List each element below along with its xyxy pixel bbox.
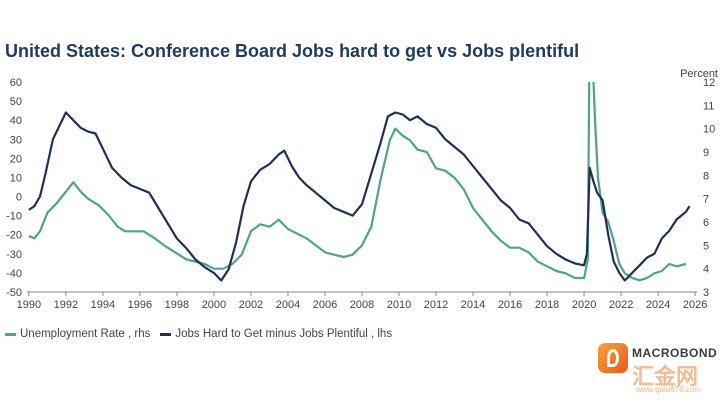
x-tick-label: 2016 (498, 299, 522, 311)
x-tick-label: 2012 (424, 299, 448, 311)
legend-label-unemployment: Unemployment Rate , rhs (20, 328, 151, 340)
right-tick-label: 11 (703, 100, 714, 112)
right-tick-label: 9 (703, 147, 709, 159)
logo-url-text: www.gold678.com (636, 385, 701, 394)
legend-item-jobs-hard: Jobs Hard to Get minus Jobs Plentiful , … (160, 328, 392, 340)
right-axis-title: Percent (680, 68, 718, 80)
series-line-jobs-hard-minus-plentiful (28, 111, 691, 282)
right-tick-label: 4 (703, 264, 709, 276)
x-tick-label: 2002 (239, 299, 263, 311)
legend-swatch-unemployment (5, 332, 16, 336)
left-tick-label: 40 (10, 115, 22, 127)
x-tick-label: 2008 (350, 299, 374, 311)
left-tick-label: 60 (10, 77, 22, 89)
legend-swatch-jobs-hard (160, 332, 172, 336)
x-tick-label: 1996 (128, 299, 152, 311)
x-tick-label: 1990 (17, 299, 41, 311)
x-tick-label: 1998 (165, 299, 189, 311)
left-tick-label: -20 (6, 230, 22, 242)
left-tick-label: 30 (10, 134, 22, 146)
x-tick-label: 1992 (54, 299, 78, 311)
x-tick-label: 2026 (683, 299, 707, 311)
x-tick-label: 2022 (609, 299, 633, 311)
x-tick-label: 1994 (91, 299, 115, 311)
left-tick-label: 50 (10, 96, 22, 108)
left-tick-label: -30 (6, 249, 22, 261)
x-tick-label: 2006 (313, 299, 337, 311)
legend-label-jobs-hard: Jobs Hard to Get minus Jobs Plentiful , … (175, 328, 393, 340)
x-tick-label: 2010 (387, 299, 411, 311)
x-tick-label: 2004 (276, 299, 300, 311)
watermark-logo: MACROBOND 汇金网 www.gold678.com (596, 341, 718, 399)
left-tick-label: -40 (6, 268, 22, 280)
logo-badge-icon (598, 343, 628, 373)
x-tick-label: 2020 (572, 299, 596, 311)
legend: Unemployment Rate , rhs Jobs Hard to Get… (5, 328, 402, 340)
logo-chinese-text: 汇金网 (632, 364, 699, 389)
right-tick-label: 6 (703, 217, 709, 229)
right-tick-label: 8 (703, 170, 709, 182)
left-tick-label: 10 (10, 172, 22, 184)
right-tick-label: 3 (703, 287, 709, 299)
chart-title: United States: Conference Board Jobs har… (5, 41, 580, 61)
x-tick-label: 2018 (535, 299, 559, 311)
x-tick-label: 2000 (202, 299, 226, 311)
logo-text: MACROBOND (632, 346, 718, 360)
legend-item-unemployment: Unemployment Rate , rhs (5, 328, 150, 340)
left-tick-label: 0 (16, 192, 22, 204)
x-tick-label: 2014 (461, 299, 485, 311)
right-tick-label: 12 (703, 77, 715, 89)
x-tick-label: 2024 (646, 299, 670, 311)
left-tick-label: -10 (6, 211, 22, 223)
series-line-unemployment-rate (28, 82, 687, 282)
right-tick-label: 5 (703, 240, 709, 252)
right-tick-label: 7 (703, 194, 709, 206)
left-tick-label: 20 (10, 153, 22, 165)
right-tick-label: 10 (703, 124, 715, 136)
left-tick-label: -50 (6, 287, 22, 299)
